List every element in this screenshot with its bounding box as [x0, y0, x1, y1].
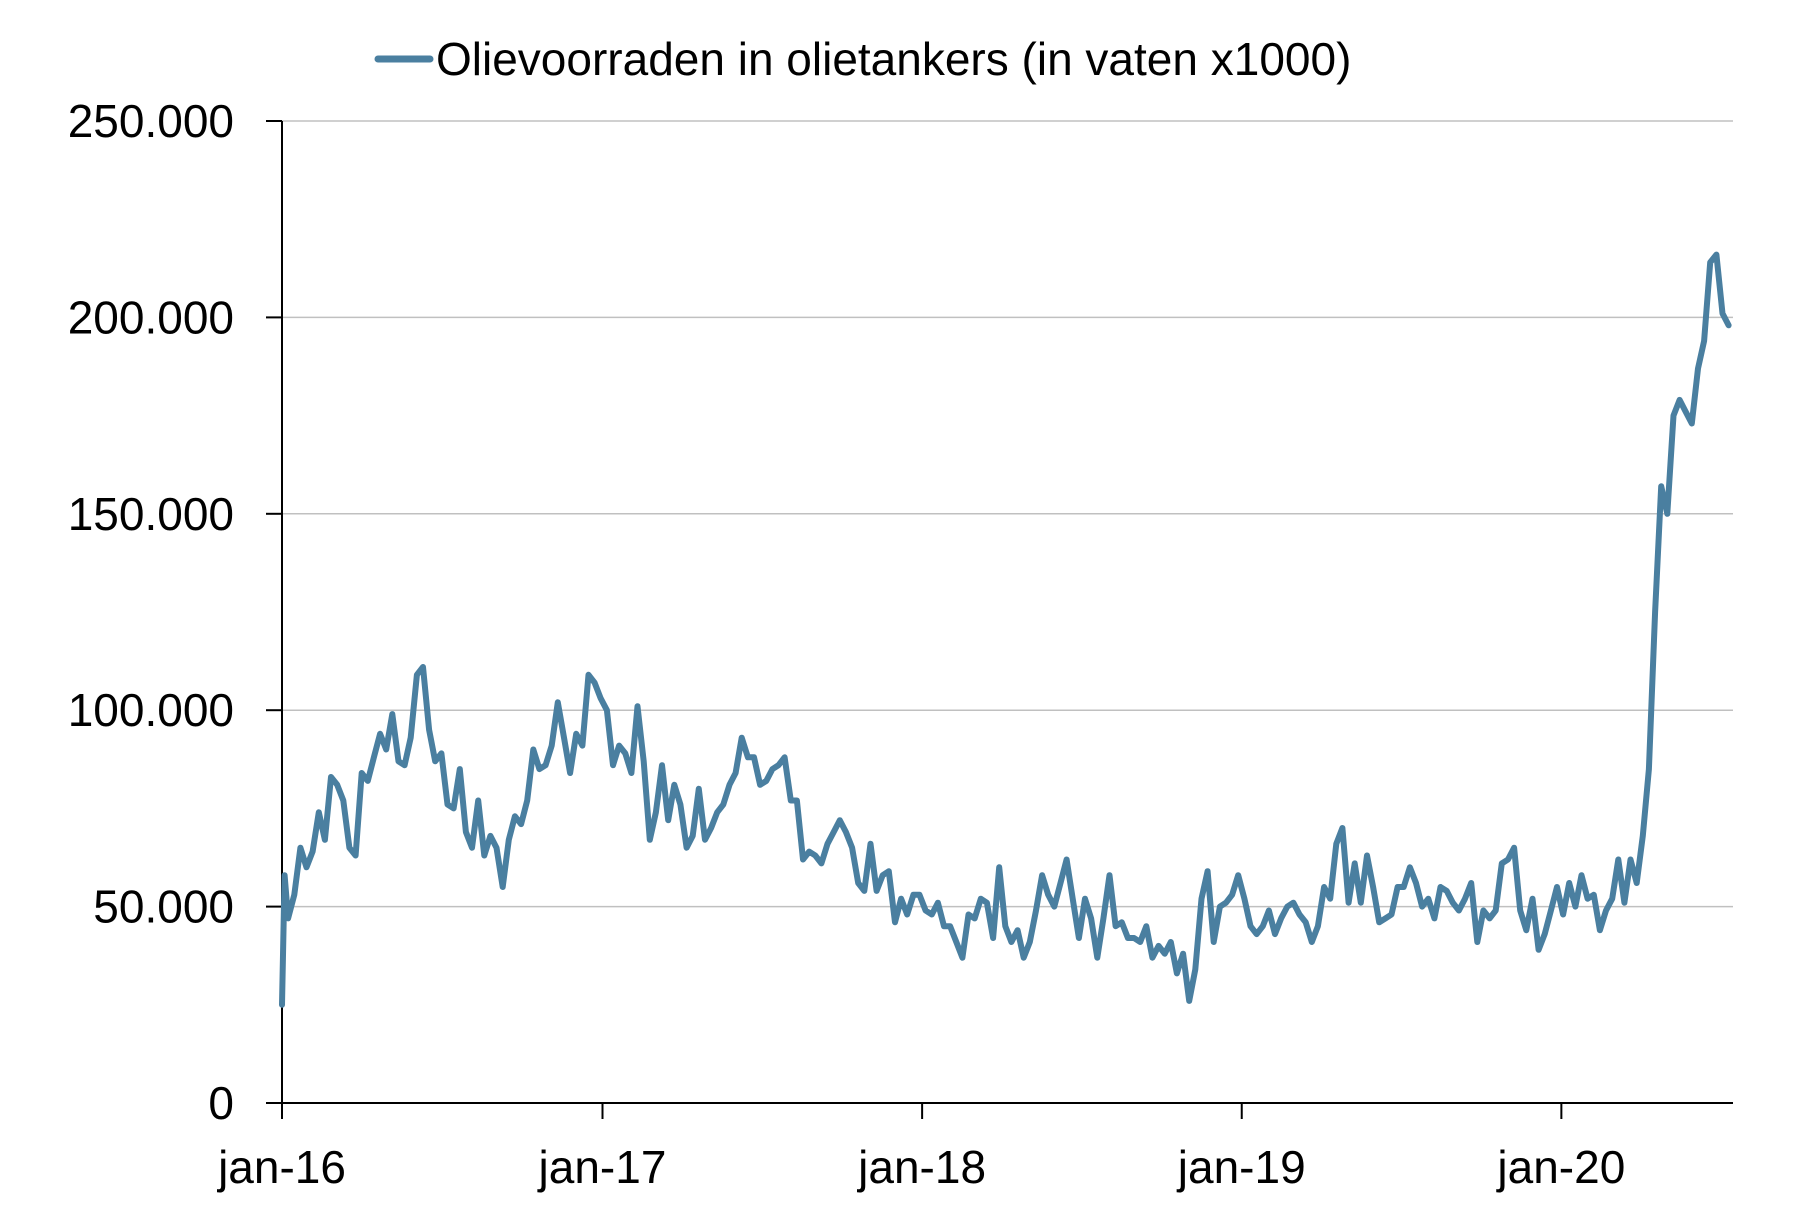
- x-tick-label: jan-19: [1176, 1141, 1306, 1193]
- legend-label: Olievoorraden in olietankers (in vaten x…: [436, 33, 1351, 85]
- y-tick-label: 50.000: [93, 881, 234, 933]
- y-tick-label: 250.000: [68, 95, 234, 147]
- x-tick-label: jan-17: [537, 1141, 667, 1193]
- series-layer: [279, 251, 1732, 1008]
- y-tick-label: 200.000: [68, 291, 234, 343]
- x-tick-label: jan-18: [856, 1141, 986, 1193]
- y-tick-label: 150.000: [68, 488, 234, 540]
- series-line: [279, 251, 1732, 1008]
- x-tick-label: jan-20: [1495, 1141, 1625, 1193]
- legend: Olievoorraden in olietankers (in vaten x…: [374, 33, 1351, 85]
- y-tick-label: 100.000: [68, 684, 234, 736]
- y-tick-label: 0: [208, 1077, 234, 1129]
- x-tick-label: jan-16: [216, 1141, 346, 1193]
- x-axis: jan-16 jan-17 jan-18 jan-19 jan-20: [216, 1102, 1733, 1193]
- gridlines: [282, 120, 1733, 908]
- y-axis: 0 50.000 100.000 150.000 200.000 250.000: [68, 95, 283, 1129]
